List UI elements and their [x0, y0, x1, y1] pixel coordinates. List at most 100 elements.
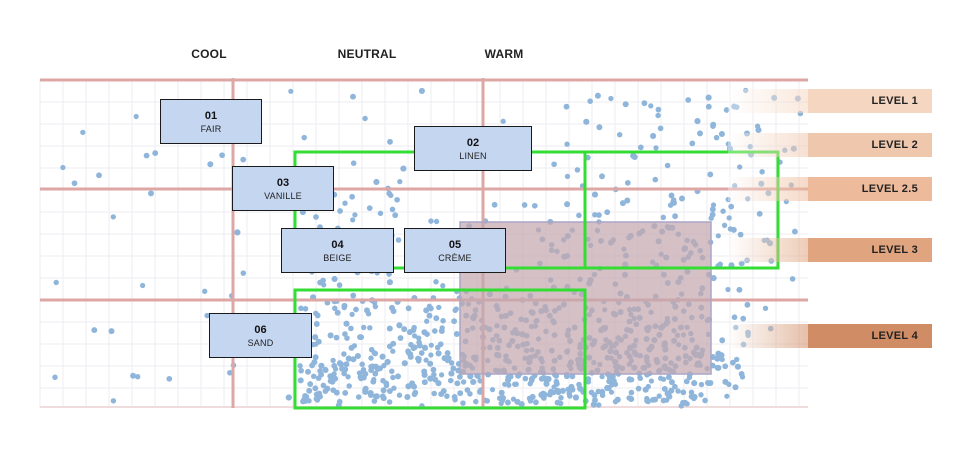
- scatter-point: [341, 351, 347, 357]
- level-label: LEVEL 4: [871, 330, 918, 342]
- scatter-point: [631, 154, 638, 160]
- scatter-point: [358, 334, 365, 341]
- scatter-point: [736, 286, 743, 293]
- scatter-point: [427, 375, 434, 382]
- scatter-point: [377, 210, 384, 216]
- shade-card-linen[interactable]: 02 LINEN: [414, 126, 532, 171]
- scatter-point: [609, 373, 616, 380]
- scatter-point: [373, 178, 380, 186]
- scatter-point: [587, 98, 593, 104]
- level-bar-fill: [808, 324, 932, 348]
- scatter-point: [313, 321, 320, 327]
- scatter-point: [367, 325, 373, 331]
- scatter-point: [732, 384, 739, 391]
- shade-card-beige[interactable]: 04 BEIGE: [281, 228, 394, 273]
- scatter-point: [390, 340, 397, 347]
- scatter-point: [204, 312, 210, 319]
- scatter-point: [755, 126, 762, 134]
- scatter-point: [387, 138, 393, 145]
- level-bar-fade: [728, 133, 808, 157]
- scatter-point: [348, 325, 354, 332]
- shade-card-creme[interactable]: 05 CRÈME: [404, 228, 506, 273]
- shade-card-fair[interactable]: 01 FAIR: [160, 99, 262, 144]
- scatter-point: [467, 391, 473, 397]
- scatter-point: [680, 389, 687, 396]
- scatter-point: [608, 95, 614, 102]
- level-bar-fade: [728, 238, 808, 262]
- scatter-point: [454, 380, 461, 387]
- scatter-point: [444, 393, 450, 399]
- scatter-point: [628, 389, 635, 396]
- scatter-point: [596, 402, 602, 408]
- scatter-point: [415, 355, 421, 362]
- scatter-point: [540, 395, 547, 401]
- scatter-point: [583, 118, 590, 125]
- scatter-point: [698, 392, 704, 398]
- scatter-point: [381, 362, 387, 369]
- scatter-point: [504, 399, 511, 406]
- scatter-point: [361, 324, 367, 331]
- scatter-point: [739, 374, 746, 380]
- scatter-point: [652, 396, 659, 403]
- scatter-point: [568, 383, 575, 390]
- scatter-point: [350, 356, 357, 363]
- scatter-point: [353, 306, 359, 313]
- level-bar-fill: [808, 89, 932, 113]
- scatter-point: [371, 376, 377, 383]
- scatter-point: [564, 173, 571, 180]
- scatter-point: [722, 378, 729, 385]
- scatter-point: [448, 370, 455, 377]
- scatter-point: [306, 398, 312, 404]
- scatter-point: [416, 335, 422, 341]
- shade-card-sand[interactable]: 06 SAND: [209, 313, 312, 358]
- scatter-point: [705, 94, 712, 101]
- scatter-point: [152, 150, 159, 157]
- scatter-point: [566, 390, 572, 397]
- scatter-point: [350, 217, 356, 223]
- scatter-point: [668, 192, 675, 199]
- scatter-point: [394, 196, 400, 203]
- shade-name: CRÈME: [438, 253, 472, 263]
- scatter-point: [418, 87, 425, 94]
- scatter-point: [671, 200, 677, 206]
- scatter-point: [726, 215, 732, 221]
- scatter-point: [599, 388, 606, 396]
- scatter-point: [502, 381, 508, 387]
- scatter-point: [734, 363, 741, 370]
- scatter-point: [386, 325, 393, 332]
- scatter-point: [336, 360, 343, 367]
- scatter-point: [585, 379, 592, 385]
- scatter-point: [421, 379, 428, 386]
- scatter-point: [444, 350, 451, 357]
- scatter-point: [661, 385, 668, 392]
- scatter-point: [609, 381, 615, 388]
- scatter-point: [350, 93, 356, 100]
- scatter-point: [522, 375, 529, 382]
- shade-card-vanille[interactable]: 03 VANILLE: [232, 166, 334, 211]
- scatter-point: [789, 276, 796, 282]
- scatter-point: [694, 118, 701, 125]
- scatter-point: [451, 318, 457, 325]
- shade-number: 06: [254, 324, 267, 336]
- scatter-point: [207, 161, 214, 168]
- scatter-point: [389, 206, 396, 213]
- scatter-point: [298, 367, 304, 374]
- column-header-neutral: NEUTRAL: [337, 47, 397, 61]
- scatter-point: [688, 389, 695, 396]
- scatter-point: [405, 305, 412, 312]
- scatter-point: [383, 382, 390, 389]
- scatter-point: [426, 303, 433, 309]
- scatter-point: [400, 165, 407, 172]
- scatter-point: [473, 398, 479, 405]
- scatter-point: [351, 343, 358, 349]
- scatter-point: [349, 193, 355, 200]
- shade-number: 03: [276, 177, 290, 189]
- scatter-point: [202, 288, 208, 294]
- scatter-point: [390, 308, 397, 315]
- scatter-point: [707, 171, 714, 178]
- scatter-point: [697, 130, 703, 137]
- scatter-point: [569, 373, 576, 380]
- scatter-point: [691, 380, 698, 387]
- scatter-point: [531, 202, 538, 209]
